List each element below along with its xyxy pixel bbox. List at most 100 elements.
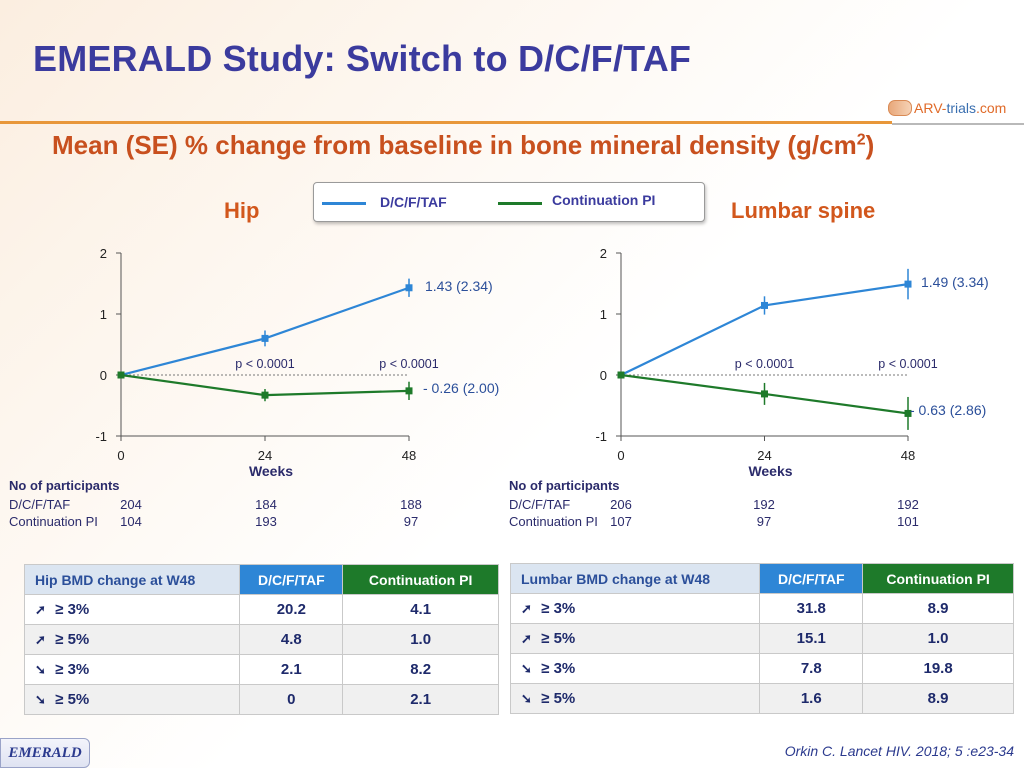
table-row: ➚ ≥ 3% 20.2 4.1 (23, 594, 499, 625)
participants-cell: 184 (255, 497, 277, 512)
data-point (904, 409, 912, 417)
slide-subtitle: Mean (SE) % change from baseline in bone… (52, 130, 875, 160)
hip-bmd-chart: 2 1 0 -1 0 24 48 Weeks p < 0.0001 p < 0.0001 1.43 … (95, 246, 499, 479)
data-point (405, 387, 413, 395)
x-axis-label: Weeks (249, 463, 293, 479)
table-row-label: ➘ ≥ 3% (23, 654, 241, 685)
baseline-point (117, 371, 125, 379)
table-header: Lumbar BMD change at W48 (509, 563, 761, 594)
end-value-label: - 0.26 (2.00) (423, 380, 499, 396)
participants-cell: 206 (610, 497, 632, 512)
y-tick-label: -1 (95, 429, 107, 444)
participants-row-label: D/C/F/TAF (9, 497, 71, 512)
emerald-badge: EMERALD (0, 738, 90, 768)
table-cell: 1.6 (759, 683, 864, 714)
y-tick-label: -1 (595, 429, 607, 444)
table-cell: 2.1 (342, 684, 499, 715)
participants-cell: 97 (403, 514, 419, 529)
arrow-up-right-icon: ➚ (35, 632, 46, 647)
participants-cell: 193 (255, 514, 277, 529)
p-value-label: p < 0.0001 (878, 357, 937, 371)
header-rule (0, 121, 892, 124)
lumbar-panel-title: Lumbar spine (731, 198, 876, 223)
arrow-down-right-icon: ➘ (35, 662, 46, 677)
y-tick-label: 1 (600, 307, 607, 322)
data-point (761, 301, 768, 309)
table-header-row: Lumbar BMD change at W48 D/C/F/TAF Conti… (509, 563, 1014, 594)
table-row-label: ➚ ≥ 3% (23, 594, 241, 625)
table-header: Continuation PI (342, 564, 499, 595)
table-cell: 8.2 (342, 654, 499, 685)
table-cell: 19.8 (862, 653, 1014, 684)
table-row: ➘ ≥ 3% 2.1 8.2 (23, 654, 499, 685)
slide-title: EMERALD Study: Switch to D/C/F/TAF (33, 38, 692, 79)
participants-heading: No of participants (9, 478, 120, 493)
table-cell: 1.0 (862, 623, 1014, 654)
table-cell: 8.9 (862, 593, 1014, 624)
x-tick-label: 24 (258, 448, 272, 463)
table-header: D/C/F/TAF (759, 563, 864, 594)
table-row-label: ➘ ≥ 3% (509, 653, 761, 684)
table-cell: 31.8 (759, 593, 864, 624)
hip-bmd-table: Hip BMD change at W48 D/C/F/TAF Continua… (23, 564, 499, 715)
legend-label-continuation-pi: Continuation PI (552, 192, 656, 208)
data-point (405, 284, 413, 292)
table-header: D/C/F/TAF (239, 564, 344, 595)
participants-cell: 101 (897, 514, 919, 529)
table-cell: 4.1 (342, 594, 499, 625)
header-rule-right (892, 123, 1024, 125)
hip-participants: No of participants D/C/F/TAF 204 184 188… (9, 478, 489, 530)
legend-line-dcftaf (322, 202, 366, 205)
x-tick-label: 48 (402, 448, 416, 463)
arrow-down-right-icon: ➘ (521, 691, 532, 706)
table-row: ➘ ≥ 5% 1.6 8.9 (509, 683, 1014, 714)
table-row: ➘ ≥ 3% 7.8 19.8 (509, 653, 1014, 684)
participants-heading: No of participants (509, 478, 620, 493)
table-cell: 15.1 (759, 623, 864, 654)
legend-label-dcftaf: D/C/F/TAF (380, 194, 447, 210)
lumbar-bmd-chart: 2 1 0 -1 0 24 48 Weeks p < 0.0001 p < 0.0001 1.49 … (595, 246, 989, 479)
chart-legend: D/C/F/TAF Continuation PI (313, 182, 705, 222)
hip-panel-title: Hip (224, 198, 260, 223)
table-row-label: ➚ ≥ 3% (509, 593, 761, 624)
arrow-down-right-icon: ➘ (521, 661, 532, 676)
table-cell: 4.8 (239, 624, 344, 655)
data-point (904, 280, 912, 288)
participants-cell: 204 (120, 497, 142, 512)
table-row-label: ➘ ≥ 5% (23, 684, 241, 715)
p-value-label: p < 0.0001 (379, 357, 438, 371)
table-row-label: ➘ ≥ 5% (509, 683, 761, 714)
lumbar-bmd-table: Lumbar BMD change at W48 D/C/F/TAF Conti… (509, 563, 1014, 714)
table-cell: 7.8 (759, 653, 864, 684)
legend-line-continuation-pi (498, 202, 542, 205)
table-header-row: Hip BMD change at W48 D/C/F/TAF Continua… (23, 564, 499, 595)
table-header: Continuation PI (862, 563, 1014, 594)
lumbar-participants: No of participants D/C/F/TAF 206 192 192… (509, 478, 989, 530)
x-tick-label: 24 (757, 448, 771, 463)
data-point (261, 334, 269, 342)
end-value-label: 1.49 (3.34) (921, 274, 989, 290)
x-axis-label: Weeks (748, 463, 792, 479)
end-value-label: - 0.63 (2.86) (910, 402, 986, 418)
participants-row-label: Continuation PI (9, 514, 98, 529)
table-row-label: ➚ ≥ 5% (509, 623, 761, 654)
participants-cell: 104 (120, 514, 142, 529)
citation: Orkin C. Lancet HIV. 2018; 5 :e23-34 (784, 743, 1014, 759)
participants-cell: 192 (753, 497, 775, 512)
y-tick-label: 2 (600, 246, 607, 261)
participants-row-label: D/C/F/TAF (509, 497, 571, 512)
arrow-up-right-icon: ➚ (521, 601, 532, 616)
logo-text: ARV-trials.com (914, 100, 1007, 116)
table-row: ➚ ≥ 3% 31.8 8.9 (509, 593, 1014, 624)
y-tick-label: 1 (100, 307, 107, 322)
pill-icon (888, 100, 912, 116)
table-cell: 2.1 (239, 654, 344, 685)
p-value-label: p < 0.0001 (735, 357, 794, 371)
y-tick-label: 0 (600, 368, 607, 383)
table-row: ➘ ≥ 5% 0 2.1 (23, 684, 499, 715)
x-tick-label: 0 (117, 448, 124, 463)
arrow-down-right-icon: ➘ (35, 692, 46, 707)
end-value-label: 1.43 (2.34) (425, 278, 493, 294)
participants-cell: 107 (610, 514, 632, 529)
table-cell: 1.0 (342, 624, 499, 655)
